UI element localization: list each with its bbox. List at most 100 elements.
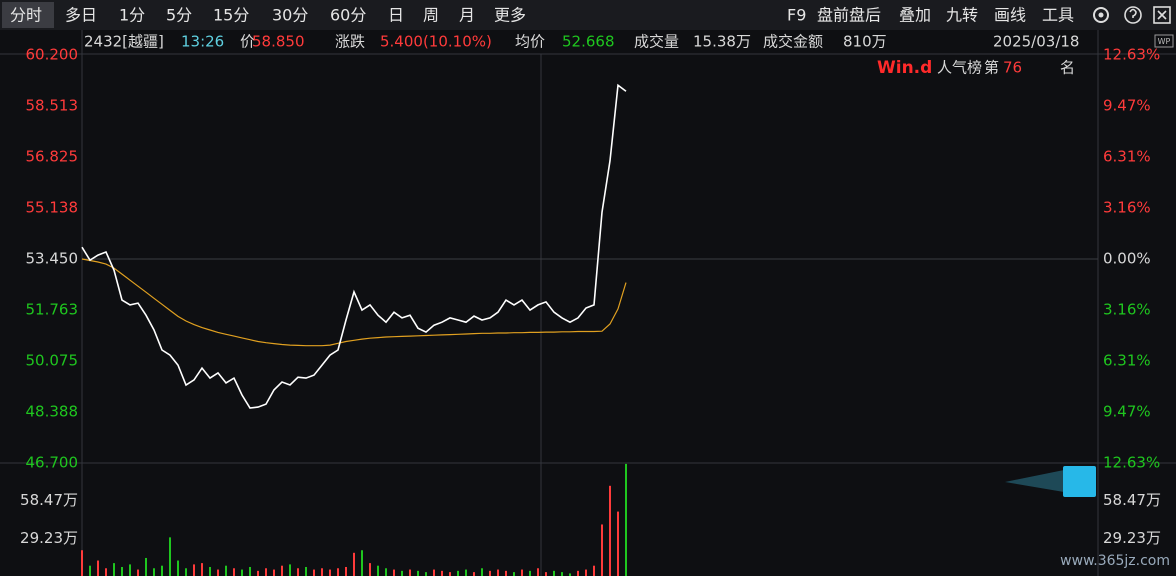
volume-bar <box>193 564 195 576</box>
volume-bar <box>553 570 555 576</box>
volume-bar <box>345 566 347 576</box>
active-tab <box>2 2 54 28</box>
volume-bar <box>385 568 387 576</box>
y-tick-label: 60.200 <box>26 46 79 64</box>
volume-bar <box>201 563 203 576</box>
tool[interactable]: 九转 <box>946 6 978 25</box>
tab[interactable]: 日 <box>388 6 404 25</box>
tool[interactable]: 画线 <box>994 6 1026 25</box>
y-tick-label: 29.23万 <box>20 529 78 547</box>
tools: F9 盘前盘后 叠加 九转 画线 工具 <box>787 6 1171 25</box>
y2-tick-label: 0.00% <box>1103 250 1151 268</box>
volume-bar <box>561 572 563 576</box>
close-icon[interactable] <box>1153 6 1171 24</box>
volume-bar <box>593 565 595 576</box>
volume-bar <box>337 568 339 576</box>
volume-bar <box>449 572 451 576</box>
volume-bar <box>145 557 147 576</box>
wp-box[interactable] <box>1154 34 1174 48</box>
tab[interactable]: 月 <box>459 6 475 25</box>
series-line <box>81 83 627 409</box>
amount: 810万 <box>843 33 887 51</box>
y-tick-label: 46.700 <box>26 454 79 472</box>
volume-bar <box>457 570 459 576</box>
tab[interactable]: 更多 <box>494 6 526 25</box>
volume-bar <box>129 564 131 576</box>
volume-bar <box>137 569 139 576</box>
series-line <box>81 258 627 347</box>
tab[interactable]: 周 <box>423 6 439 25</box>
brand: Win.d <box>877 58 932 78</box>
tab[interactable]: 多日 <box>65 6 97 25</box>
y2-tick-label: 9.47% <box>1103 97 1151 115</box>
y-tick-label: 58.513 <box>26 96 79 114</box>
tab[interactable]: 分时 <box>10 6 42 25</box>
volume-bar <box>545 572 547 576</box>
volume-bar <box>209 566 211 576</box>
volume-bar <box>473 572 475 576</box>
volume-bar <box>121 566 123 576</box>
price-label: 价 <box>240 33 255 51</box>
volume-bar <box>329 569 331 576</box>
volume-bar <box>601 524 603 576</box>
volume-bar <box>289 564 291 576</box>
volume-bar <box>97 560 99 576</box>
y2-tick-label: 29.23万 <box>1103 529 1161 547</box>
frame <box>0 30 1176 576</box>
tab[interactable]: 5分 <box>166 6 192 25</box>
volume-label: 成交量 <box>634 33 679 51</box>
tool[interactable]: 盘前盘后 <box>817 6 881 25</box>
rank-badge[interactable]: Win.d 人气榜 第 76 名 <box>877 58 1075 78</box>
volume-bar <box>585 569 587 576</box>
change-label: 涨跌 <box>335 33 365 51</box>
tab[interactable]: 60分 <box>330 6 366 25</box>
amount-label: 成交金额 <box>763 33 823 51</box>
volume-bar <box>89 565 91 576</box>
volume-bar <box>113 563 115 576</box>
volume-bar <box>313 569 315 576</box>
volume-bar <box>153 568 155 576</box>
volume-bar <box>441 570 443 576</box>
volume-bar <box>521 569 523 576</box>
volume-bar <box>225 565 227 576</box>
volume-bar <box>433 569 435 576</box>
change: 5.400(10.10%) <box>380 33 492 51</box>
tabs: 分时 多日 1分 5分 15分 30分 60分 日 周 月 更多 <box>10 6 526 25</box>
volume-bar <box>401 570 403 576</box>
volume-bar <box>273 569 275 576</box>
volume-bar <box>81 550 83 576</box>
volume-bar <box>185 568 187 576</box>
y-tick-label: 56.825 <box>26 148 79 166</box>
time: 13:26 <box>181 33 224 51</box>
rank-label: 人气榜 <box>937 59 982 77</box>
tool[interactable]: 工具 <box>1042 6 1074 25</box>
volume-bar <box>241 569 243 576</box>
tool[interactable]: F9 <box>787 6 806 25</box>
settings-icon[interactable] <box>1093 7 1109 23</box>
floating-widget[interactable] <box>1005 466 1096 497</box>
volume-bar <box>105 568 107 576</box>
volume-bar <box>625 463 627 576</box>
help-icon[interactable] <box>1124 6 1142 24</box>
tab[interactable]: 15分 <box>213 6 249 25</box>
volume-bar <box>497 569 499 576</box>
y2-tick-label: 12.63% <box>1103 46 1160 64</box>
tab[interactable]: 30分 <box>272 6 308 25</box>
volume-bar <box>529 570 531 576</box>
wp-label[interactable]: WP <box>1158 37 1171 46</box>
volume-bar <box>233 568 235 576</box>
tab[interactable]: 1分 <box>119 6 145 25</box>
rank-suffix: 名 <box>1060 59 1075 77</box>
watermark: www.365jz.com <box>1060 553 1170 569</box>
volume-bar <box>465 569 467 576</box>
tool[interactable]: 叠加 <box>899 6 931 25</box>
volume-bar <box>265 568 267 576</box>
volume: 15.38万 <box>693 33 751 51</box>
y2-tick-label: 12.63% <box>1103 454 1160 472</box>
y-tick-label: 51.763 <box>26 300 79 318</box>
volume-bar <box>321 568 323 576</box>
rank-prefix: 第 <box>984 59 999 77</box>
avg-label: 均价 <box>515 33 545 51</box>
